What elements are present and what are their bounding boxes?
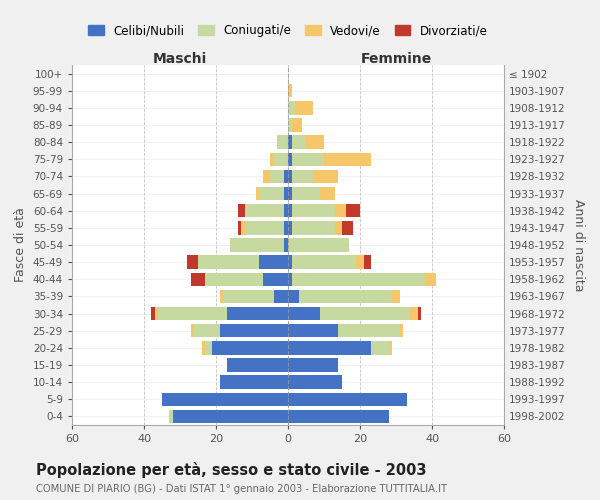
Bar <box>220 376 288 389</box>
Bar <box>245 221 284 234</box>
Bar <box>335 204 346 218</box>
Bar <box>292 187 320 200</box>
Bar <box>425 272 436 286</box>
Bar <box>194 324 220 338</box>
Bar <box>238 221 241 234</box>
Bar <box>288 187 292 200</box>
Bar <box>292 256 356 269</box>
Bar <box>292 118 302 132</box>
Bar <box>392 290 400 303</box>
Text: COMUNE DI PIARIO (BG) - Dati ISTAT 1° gennaio 2003 - Elaborazione TUTTITALIA.IT: COMUNE DI PIARIO (BG) - Dati ISTAT 1° ge… <box>36 484 447 494</box>
Bar <box>288 136 292 149</box>
Bar <box>284 187 288 200</box>
Bar <box>288 341 371 354</box>
Bar <box>274 152 288 166</box>
Text: Popolazione per età, sesso e stato civile - 2003: Popolazione per età, sesso e stato civil… <box>36 462 427 478</box>
Bar <box>299 290 392 303</box>
Text: Maschi: Maschi <box>153 52 207 66</box>
Bar <box>227 307 288 320</box>
Bar <box>241 221 245 234</box>
Bar <box>155 307 158 320</box>
Bar <box>191 324 194 338</box>
Bar <box>346 204 360 218</box>
Bar <box>288 84 292 98</box>
Bar <box>284 170 288 183</box>
Bar <box>263 272 288 286</box>
Bar <box>418 307 421 320</box>
Bar <box>288 272 292 286</box>
Bar <box>292 204 335 218</box>
Bar <box>238 204 245 218</box>
Bar <box>284 238 288 252</box>
Bar <box>162 392 288 406</box>
Bar <box>288 324 338 338</box>
Bar <box>284 204 288 218</box>
Bar <box>230 238 284 252</box>
Bar <box>187 256 198 269</box>
Bar <box>158 307 227 320</box>
Bar <box>256 187 259 200</box>
Bar <box>288 307 320 320</box>
Bar <box>288 101 295 114</box>
Legend: Celibi/Nubili, Coniugati/e, Vedovi/e, Divorziati/e: Celibi/Nubili, Coniugati/e, Vedovi/e, Di… <box>85 20 491 40</box>
Bar <box>284 221 288 234</box>
Y-axis label: Fasce di età: Fasce di età <box>14 208 27 282</box>
Bar <box>151 307 155 320</box>
Bar <box>212 341 288 354</box>
Bar <box>288 290 299 303</box>
Bar <box>292 170 313 183</box>
Bar <box>342 221 353 234</box>
Bar <box>410 307 418 320</box>
Bar <box>306 136 324 149</box>
Bar <box>202 341 205 354</box>
Bar <box>320 307 410 320</box>
Bar <box>227 358 288 372</box>
Bar <box>259 256 288 269</box>
Bar <box>270 152 274 166</box>
Bar <box>288 358 338 372</box>
Bar <box>324 152 371 166</box>
Bar <box>320 187 335 200</box>
Bar <box>191 272 205 286</box>
Bar <box>288 221 292 234</box>
Bar <box>263 170 270 183</box>
Y-axis label: Anni di nascita: Anni di nascita <box>572 198 585 291</box>
Bar <box>288 256 292 269</box>
Bar <box>288 376 342 389</box>
Bar <box>274 290 288 303</box>
Bar <box>205 272 263 286</box>
Bar <box>389 341 392 354</box>
Bar <box>288 410 389 423</box>
Bar <box>245 204 284 218</box>
Bar <box>173 410 288 423</box>
Bar <box>356 256 364 269</box>
Bar <box>259 187 284 200</box>
Bar <box>338 324 400 338</box>
Bar <box>292 152 324 166</box>
Bar <box>313 170 338 183</box>
Bar <box>292 272 425 286</box>
Bar <box>198 256 259 269</box>
Bar <box>292 136 306 149</box>
Bar <box>288 238 349 252</box>
Bar <box>277 136 288 149</box>
Bar <box>335 221 342 234</box>
Bar <box>288 204 292 218</box>
Bar <box>288 152 292 166</box>
Bar <box>288 392 407 406</box>
Bar <box>223 290 274 303</box>
Bar <box>169 410 173 423</box>
Bar <box>295 101 313 114</box>
Bar <box>220 324 288 338</box>
Bar <box>292 221 335 234</box>
Bar <box>288 118 292 132</box>
Bar <box>270 170 284 183</box>
Bar <box>205 341 212 354</box>
Bar <box>220 290 223 303</box>
Bar <box>400 324 403 338</box>
Bar <box>288 170 292 183</box>
Text: Femmine: Femmine <box>361 52 431 66</box>
Bar <box>364 256 371 269</box>
Bar <box>371 341 389 354</box>
